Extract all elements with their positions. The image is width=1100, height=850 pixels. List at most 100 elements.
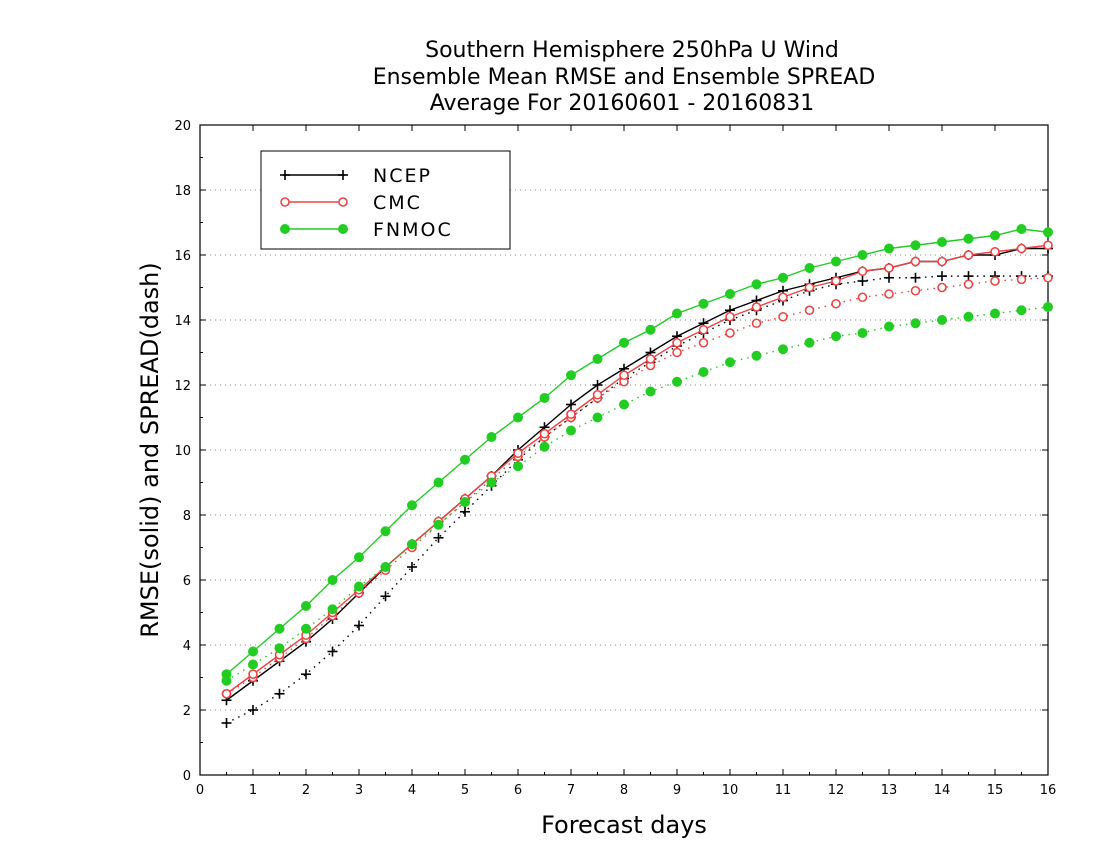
- fnmoc-spread-point: [460, 497, 470, 507]
- fnmoc-rmse-point: [592, 354, 603, 364]
- fnmoc-rmse-point: [751, 279, 762, 290]
- x-tick-label: 14: [934, 783, 951, 798]
- ncep-spread-point: [380, 591, 391, 602]
- chart-title: Southern Hemisphere 250hPa U Wind Ensemb…: [373, 38, 876, 116]
- x-tick-label: 15: [987, 783, 1004, 798]
- ncep-spread-point: [327, 646, 338, 657]
- x-tick-label: 5: [461, 783, 469, 798]
- ncep-spread-point: [407, 562, 417, 572]
- ncep-spread-series: [221, 271, 1053, 728]
- fnmoc-spread-point: [884, 321, 894, 332]
- x-axis-label: Forecast days: [541, 811, 707, 839]
- cmc-spread-point: [672, 347, 682, 358]
- fnmoc-rmse-point: [725, 289, 735, 299]
- fnmoc-rmse-point: [910, 240, 921, 251]
- fnmoc-spread-series: [221, 302, 1053, 686]
- cmc-rmse-point: [990, 246, 1000, 257]
- fnmoc-rmse-point: [831, 256, 841, 267]
- legend-marker: [338, 197, 348, 207]
- fnmoc-spread-point: [751, 350, 762, 361]
- series-layer: [221, 224, 1053, 728]
- fnmoc-spread-point: [831, 331, 841, 342]
- cmc-rmse-point: [963, 250, 974, 260]
- fnmoc-spread-point: [1043, 302, 1053, 312]
- fnmoc-spread-point: [592, 412, 603, 423]
- legend-item-fnmoc: FNMOC: [280, 219, 453, 241]
- x-tick-label: 8: [620, 783, 628, 798]
- y-tick-label: 20: [174, 119, 191, 134]
- cmc-rmse-point: [566, 409, 576, 420]
- cmc-spread-point: [884, 289, 894, 299]
- fnmoc-spread-point: [698, 367, 709, 377]
- fnmoc-spread-point: [645, 386, 656, 397]
- ncep-rmse-series: [221, 243, 1053, 706]
- y-tick-label: 12: [174, 379, 191, 394]
- fnmoc-spread-line: [226, 306, 1049, 682]
- x-tick-label: 10: [722, 783, 739, 798]
- ncep-spread-point: [460, 506, 470, 517]
- y-tick-label: 2: [183, 704, 191, 719]
- cmc-rmse-point: [221, 688, 232, 699]
- fnmoc-rmse-point: [672, 308, 682, 319]
- fnmoc-rmse-point: [698, 298, 709, 309]
- cmc-rmse-point: [831, 276, 841, 286]
- x-tick-label: 9: [673, 783, 681, 798]
- legend-label: FNMOC: [373, 219, 453, 241]
- fnmoc-spread-point: [566, 425, 576, 436]
- x-tick-label: 16: [1040, 783, 1057, 798]
- y-tick-label: 16: [174, 249, 191, 264]
- y-tick-label: 18: [174, 184, 191, 199]
- fnmoc-rmse-point: [539, 393, 550, 403]
- legend-label: NCEP: [373, 165, 432, 187]
- ncep-spread-point: [884, 272, 894, 283]
- cmc-spread-point: [963, 279, 974, 290]
- fnmoc-rmse-point: [990, 230, 1000, 241]
- cmc-spread-series: [221, 272, 1053, 699]
- fnmoc-rmse-point: [274, 623, 285, 634]
- fnmoc-rmse-point: [804, 263, 815, 273]
- legend-marker: [338, 224, 348, 234]
- cmc-spread-point: [831, 298, 841, 309]
- fnmoc-rmse-point: [513, 412, 523, 423]
- fnmoc-rmse-point: [884, 243, 894, 254]
- ncep-spread-point: [354, 620, 364, 631]
- fnmoc-spread-point: [725, 357, 735, 368]
- cmc-spread-point: [1016, 274, 1027, 285]
- cmc-rmse-point: [910, 256, 921, 267]
- cmc-rmse-line: [226, 244, 1049, 695]
- x-tick-label: 11: [775, 783, 792, 798]
- fnmoc-spread-point: [327, 604, 338, 615]
- title-line-2: Ensemble Mean RMSE and Ensemble SPREAD: [373, 65, 876, 90]
- fnmoc-rmse-line: [226, 228, 1049, 675]
- y-axis: 0 2 4 6 8 10 12 14 16 18 20: [174, 119, 1048, 784]
- title-line-1: Southern Hemisphere 250hPa U Wind: [425, 38, 839, 63]
- fnmoc-spread-point: [301, 623, 311, 634]
- fnmoc-rmse-point: [645, 324, 656, 335]
- legend-marker: [280, 170, 290, 180]
- fnmoc-spread-point: [274, 643, 285, 654]
- x-tick-label: 3: [355, 783, 363, 798]
- legend: NCEP CMC FNMOC: [260, 150, 511, 250]
- fnmoc-rmse-point: [301, 601, 311, 611]
- fnmoc-rmse-point: [857, 250, 868, 260]
- fnmoc-rmse-point: [407, 500, 417, 511]
- ncep-spread-point: [248, 705, 258, 715]
- fnmoc-rmse-point: [963, 233, 974, 244]
- cmc-spread-point: [778, 311, 788, 322]
- fnmoc-spread-point: [963, 311, 974, 322]
- grid-lines: [200, 189, 1048, 711]
- cmc-rmse-point: [857, 266, 868, 277]
- fnmoc-spread-point: [990, 308, 1000, 319]
- y-tick-label: 4: [183, 639, 191, 654]
- fnmoc-spread-point: [248, 659, 258, 670]
- fnmoc-rmse-point: [380, 526, 391, 537]
- ncep-rmse-point: [592, 380, 603, 390]
- cmc-rmse-point: [592, 389, 603, 400]
- fnmoc-rmse-point: [566, 370, 576, 381]
- cmc-rmse-series: [221, 240, 1053, 699]
- y-tick-label: 14: [174, 314, 191, 329]
- ncep-rmse-line: [226, 247, 1048, 701]
- y-tick-label: 10: [174, 444, 191, 459]
- x-tick-label: 13: [881, 783, 898, 798]
- cmc-rmse-point: [248, 669, 258, 680]
